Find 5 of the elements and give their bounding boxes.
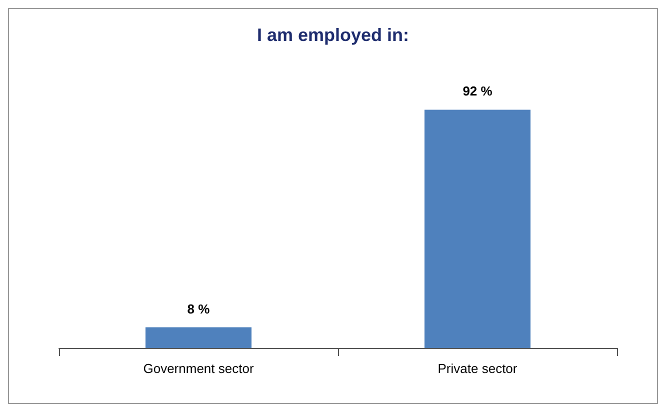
chart-title: I am employed in: (256, 25, 410, 45)
x-tick-label: Government sector (143, 361, 254, 376)
data-label: 92 % (462, 84, 493, 99)
data-label: 8 % (187, 301, 210, 316)
x-tick-label: Private sector (438, 361, 518, 376)
